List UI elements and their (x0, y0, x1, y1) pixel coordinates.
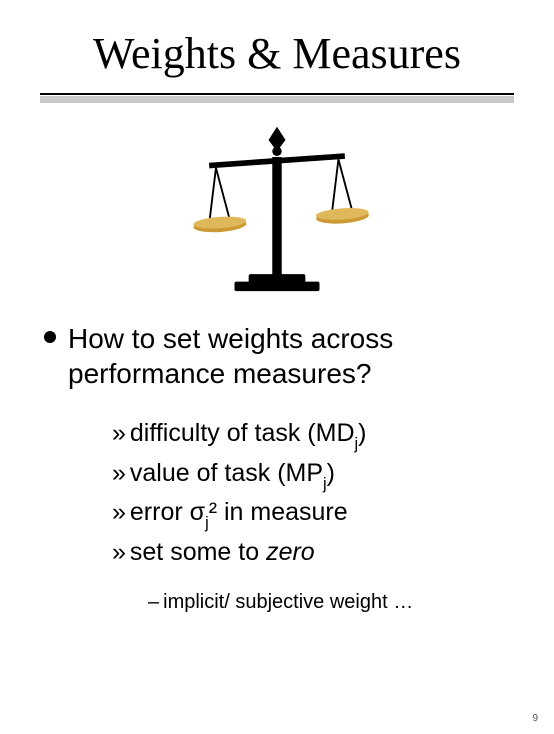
raquo-icon: » (112, 538, 126, 566)
balance-scale-icon (182, 123, 372, 293)
bullet-dot-icon (44, 331, 56, 343)
sub-item: »set some to zero (112, 534, 514, 570)
main-bullet: How to set weights across performance me… (44, 321, 510, 391)
slide-title: Weights & Measures (40, 28, 514, 79)
raquo-icon: » (112, 459, 126, 487)
sub-item: »difficulty of task (MDj) (112, 415, 514, 455)
scale-figure (40, 123, 514, 293)
dash-icon: – (148, 591, 159, 613)
page-number: 9 (532, 713, 538, 724)
raquo-icon: » (112, 498, 126, 526)
raquo-icon: » (112, 419, 126, 447)
sub-bullet-list: »difficulty of task (MDj) »value of task… (112, 415, 514, 570)
slide: Weights & Measures (0, 0, 554, 734)
main-question-text: How to set weights across performance me… (68, 321, 510, 391)
subsub-item: –implicit/ subjective weight … (148, 588, 514, 616)
subsub-list: –implicit/ subjective weight … (148, 588, 514, 616)
title-rule (40, 93, 514, 103)
sub-item: »value of task (MPj) (112, 455, 514, 495)
sub-item: »error σj² in measure (112, 494, 514, 534)
